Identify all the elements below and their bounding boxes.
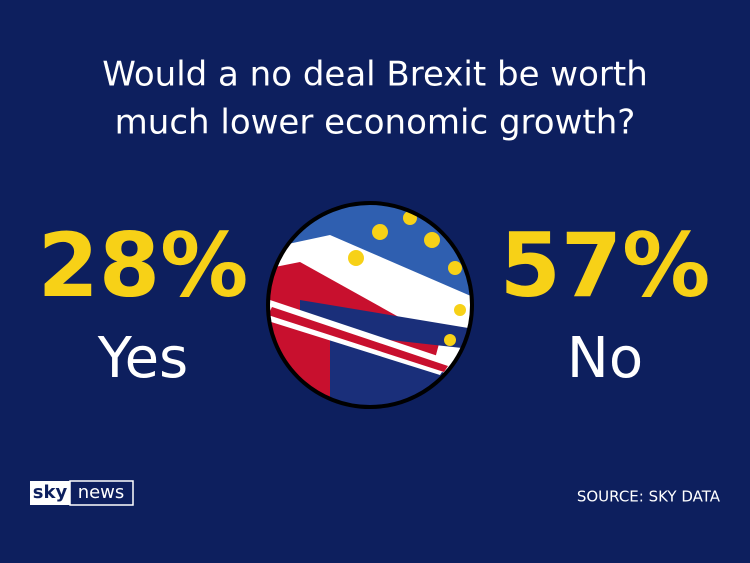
no-label: No	[567, 326, 643, 391]
title-line: Would a no deal Brexit be worth	[102, 55, 648, 95]
title-line: much lower economic growth?	[115, 103, 636, 143]
image-border	[266, 201, 474, 409]
logo-outline	[69, 480, 134, 506]
source: SOURCE: SKY DATA	[577, 488, 721, 506]
yes-figure: 28%	[38, 214, 249, 317]
logo-news: news	[78, 482, 125, 503]
yes-label: Yes	[97, 326, 188, 391]
logo-box	[30, 481, 70, 505]
logo-sky: sky	[33, 482, 68, 503]
no-figure: 57%	[500, 214, 711, 317]
